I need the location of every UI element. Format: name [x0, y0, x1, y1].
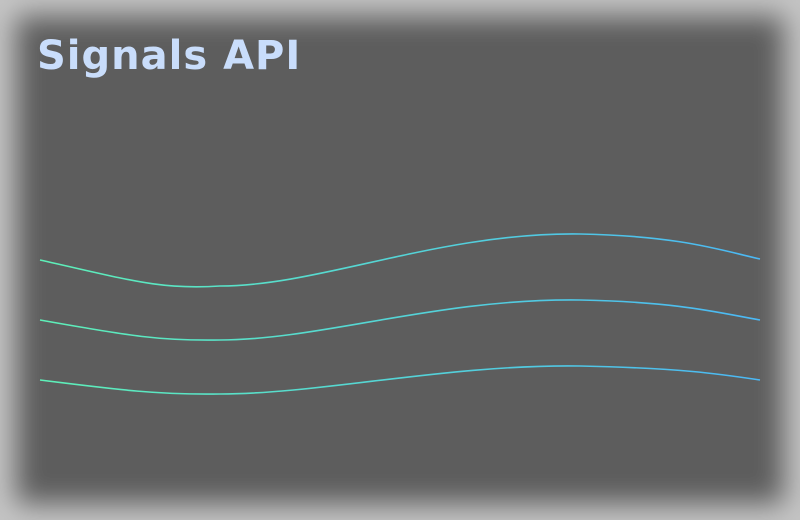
- signal-wave-1: [39, 233, 761, 288]
- page-title: Signals API: [37, 33, 302, 79]
- signal-wave-3: [39, 365, 761, 395]
- signal-wave-2: [39, 299, 761, 341]
